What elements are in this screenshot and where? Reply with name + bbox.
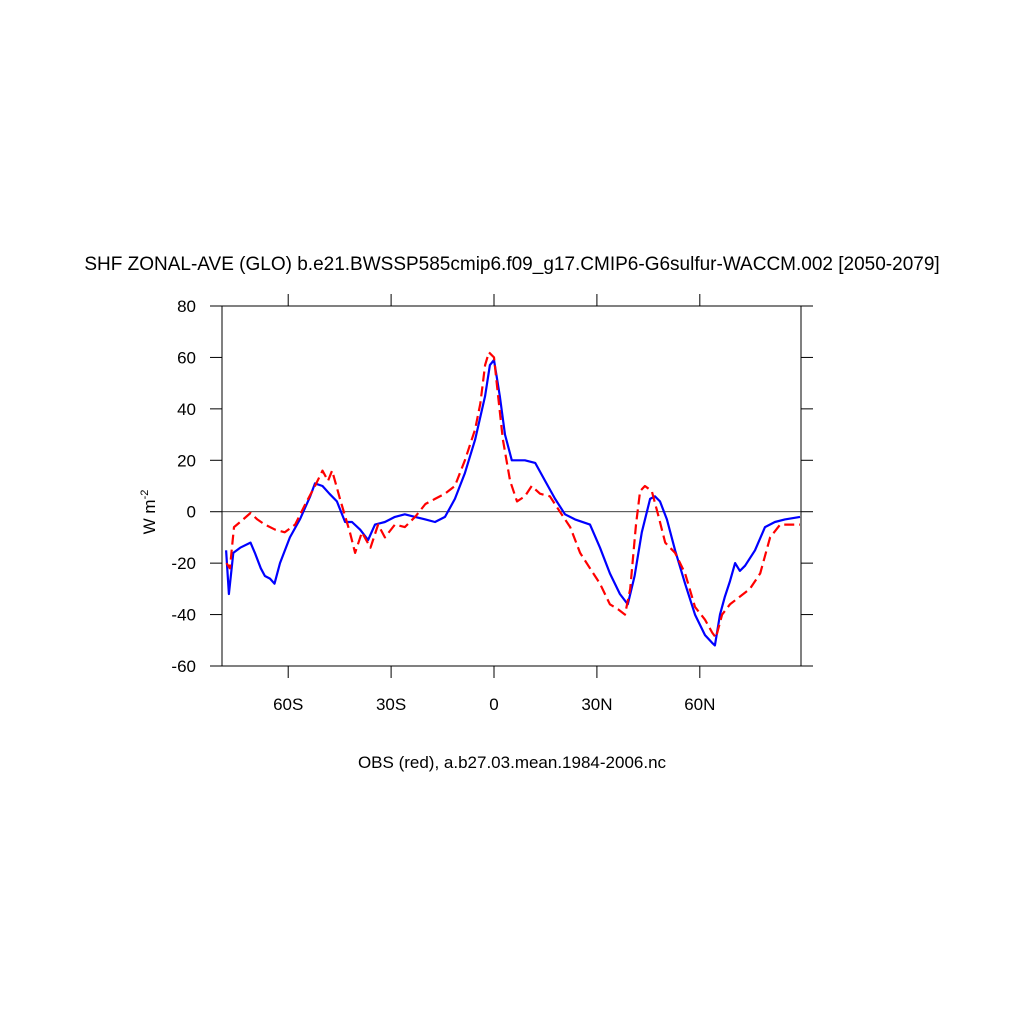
- data-line: [225, 351, 800, 639]
- y-tick-label: -60: [171, 657, 196, 676]
- y-axis-label-sup: -2: [139, 490, 151, 500]
- y-tick-label: -20: [171, 554, 196, 573]
- y-tick-label: 20: [177, 451, 196, 470]
- y-tick-label: -40: [171, 606, 196, 625]
- y-tick-label: 60: [177, 348, 196, 367]
- y-tick-label: 0: [187, 503, 196, 522]
- data-line: [225, 358, 801, 647]
- plot-frame: [221, 305, 802, 667]
- x-tick-label: 30N: [581, 695, 612, 714]
- y-axis-label-main: W m: [140, 499, 159, 534]
- y-axis-label: W m-2: [139, 490, 159, 535]
- y-tick-label: 80: [177, 297, 196, 316]
- chart-title: SHF ZONAL-AVE (GLO) b.e21.BWSSP585cmip6.…: [84, 254, 939, 275]
- x-tick-label: 30S: [376, 695, 406, 714]
- x-tick-label: 0: [489, 695, 498, 714]
- x-tick-label: 60N: [684, 695, 715, 714]
- chart-subtitle: OBS (red), a.b27.03.mean.1984-2006.nc: [358, 753, 667, 772]
- y-tick-label: 40: [177, 400, 196, 419]
- x-tick-label: 60S: [273, 695, 303, 714]
